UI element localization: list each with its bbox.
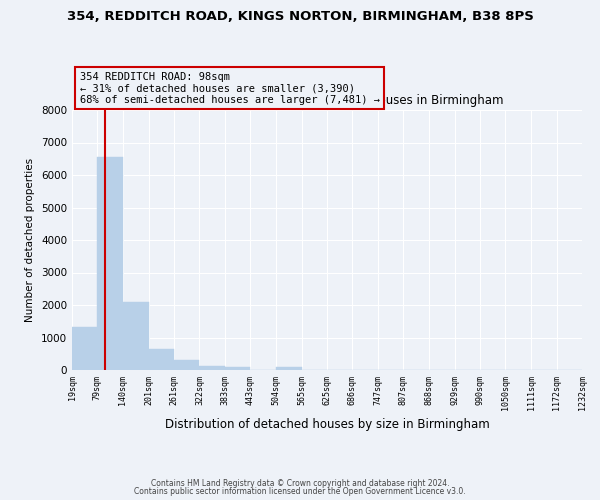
Text: Contains public sector information licensed under the Open Government Licence v3: Contains public sector information licen… — [134, 487, 466, 496]
Bar — [72, 327, 97, 370]
Bar — [199, 366, 225, 370]
Bar — [276, 367, 302, 370]
Bar — [97, 157, 123, 370]
Bar — [174, 360, 199, 370]
Y-axis label: Number of detached properties: Number of detached properties — [25, 158, 35, 322]
Text: Contains HM Land Registry data © Crown copyright and database right 2024.: Contains HM Land Registry data © Crown c… — [151, 478, 449, 488]
Bar — [149, 349, 174, 370]
Bar — [123, 302, 149, 370]
Bar — [225, 368, 250, 370]
Text: 354 REDDITCH ROAD: 98sqm
← 31% of detached houses are smaller (3,390)
68% of sem: 354 REDDITCH ROAD: 98sqm ← 31% of detach… — [80, 72, 380, 105]
Title: Size of property relative to detached houses in Birmingham: Size of property relative to detached ho… — [150, 94, 504, 108]
Text: 354, REDDITCH ROAD, KINGS NORTON, BIRMINGHAM, B38 8PS: 354, REDDITCH ROAD, KINGS NORTON, BIRMIN… — [67, 10, 533, 23]
X-axis label: Distribution of detached houses by size in Birmingham: Distribution of detached houses by size … — [164, 418, 490, 431]
